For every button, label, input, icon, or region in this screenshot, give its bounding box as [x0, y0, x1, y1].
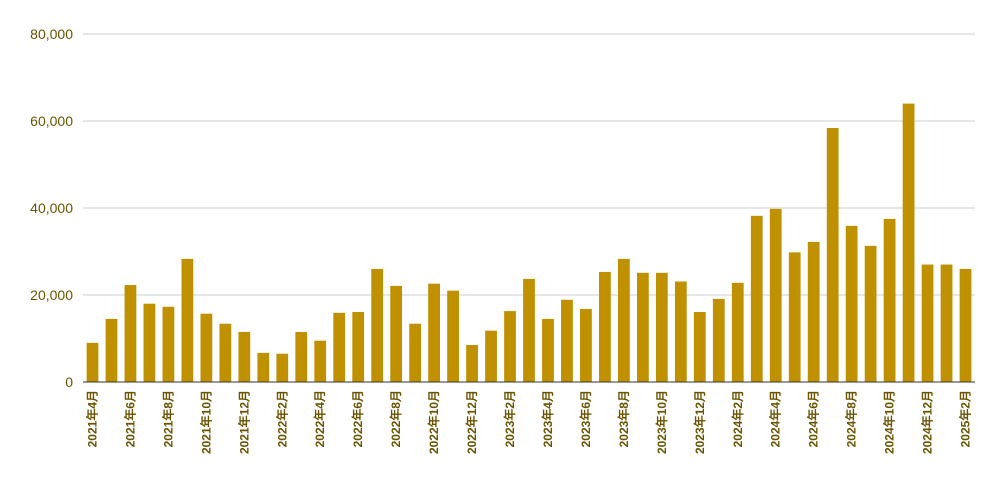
- bar: [693, 311, 706, 382]
- bar: [940, 264, 953, 382]
- bar: [333, 312, 346, 382]
- bar: [864, 245, 877, 382]
- y-tick-label: 40,000: [30, 200, 73, 216]
- bar: [504, 311, 516, 382]
- x-tick-label: 2021年10月: [198, 390, 213, 454]
- bar: [921, 264, 934, 382]
- bar: [485, 330, 497, 382]
- x-tick-label: 2025年2月: [958, 390, 973, 447]
- bar: [580, 308, 592, 382]
- x-tick-label: 2023年12月: [692, 390, 707, 454]
- bar: [902, 103, 915, 382]
- x-tick-label: 2021年6月: [122, 390, 137, 447]
- bar: [731, 282, 744, 382]
- bar: [750, 215, 763, 382]
- bar: [314, 340, 327, 382]
- x-tick-label: 2022年4月: [312, 390, 327, 447]
- x-tick-label: 2023年6月: [578, 390, 593, 447]
- x-tick-label: 2024年4月: [768, 390, 783, 447]
- bar: [238, 331, 251, 382]
- bar: [807, 241, 820, 382]
- y-tick-label: 60,000: [30, 113, 73, 129]
- bar: [466, 345, 478, 382]
- x-tick-label: 2023年2月: [502, 390, 517, 447]
- x-axis-tick-labels: 2021年4月 2021年6月 2021年8月 2021年10月 2021年12月 202…: [84, 390, 972, 454]
- x-tick-label: 2023年8月: [616, 390, 631, 447]
- bar: [599, 271, 611, 382]
- x-tick-label: 2022年6月: [350, 390, 365, 447]
- bar: [523, 278, 535, 382]
- x-tick-label: 2024年8月: [844, 390, 859, 447]
- bar: [390, 285, 403, 382]
- bar: [636, 272, 649, 382]
- x-tick-label: 2022年8月: [388, 390, 403, 447]
- y-tick-label: 0: [65, 374, 73, 390]
- bar: [618, 258, 630, 382]
- bar: [143, 303, 156, 382]
- bar: [181, 258, 194, 382]
- bar: [352, 311, 365, 382]
- x-tick-label: 2024年2月: [730, 390, 745, 447]
- bar: [674, 281, 687, 382]
- bar: [124, 285, 137, 382]
- y-tick-label: 20,000: [30, 287, 73, 303]
- bar: [561, 299, 573, 382]
- x-tick-label: 2024年6月: [806, 390, 821, 447]
- x-tick-label: 2024年12月: [920, 390, 935, 454]
- bar: [769, 208, 782, 382]
- x-tick-label: 2021年8月: [160, 390, 175, 447]
- x-tick-label: 2023年4月: [540, 390, 555, 447]
- bar: [655, 272, 668, 382]
- bar: [371, 268, 384, 382]
- bar: [162, 306, 175, 382]
- bar: [219, 323, 232, 382]
- bar: [105, 318, 118, 382]
- bar: [959, 268, 972, 382]
- x-tick-label: 2022年2月: [274, 390, 289, 447]
- x-tick-label: 2024年10月: [882, 390, 897, 454]
- x-tick-label: 2021年12月: [236, 390, 251, 454]
- bar: [257, 352, 270, 382]
- y-tick-label: 80,000: [30, 26, 73, 42]
- bar: [788, 252, 801, 382]
- bar: [826, 127, 839, 383]
- bars: [86, 103, 972, 383]
- bar: [845, 225, 858, 382]
- x-tick-label: 2022年10月: [426, 390, 441, 454]
- bar: [542, 318, 554, 382]
- bar: [447, 290, 459, 382]
- bar: [409, 323, 422, 382]
- x-tick-label: 2021年4月: [84, 390, 99, 447]
- bar: [883, 218, 896, 383]
- bar: [295, 331, 308, 382]
- bar: [712, 298, 725, 382]
- bar: [276, 353, 289, 382]
- bar: [200, 313, 213, 382]
- y-axis-tick-labels: 0 20,000 40,000 60,000 80,000: [30, 26, 73, 390]
- bar: [86, 342, 99, 382]
- grid-lines: [83, 33, 975, 296]
- bar: [428, 283, 440, 382]
- x-tick-label: 2023年10月: [654, 390, 669, 454]
- x-tick-label: 2022年12月: [464, 390, 479, 454]
